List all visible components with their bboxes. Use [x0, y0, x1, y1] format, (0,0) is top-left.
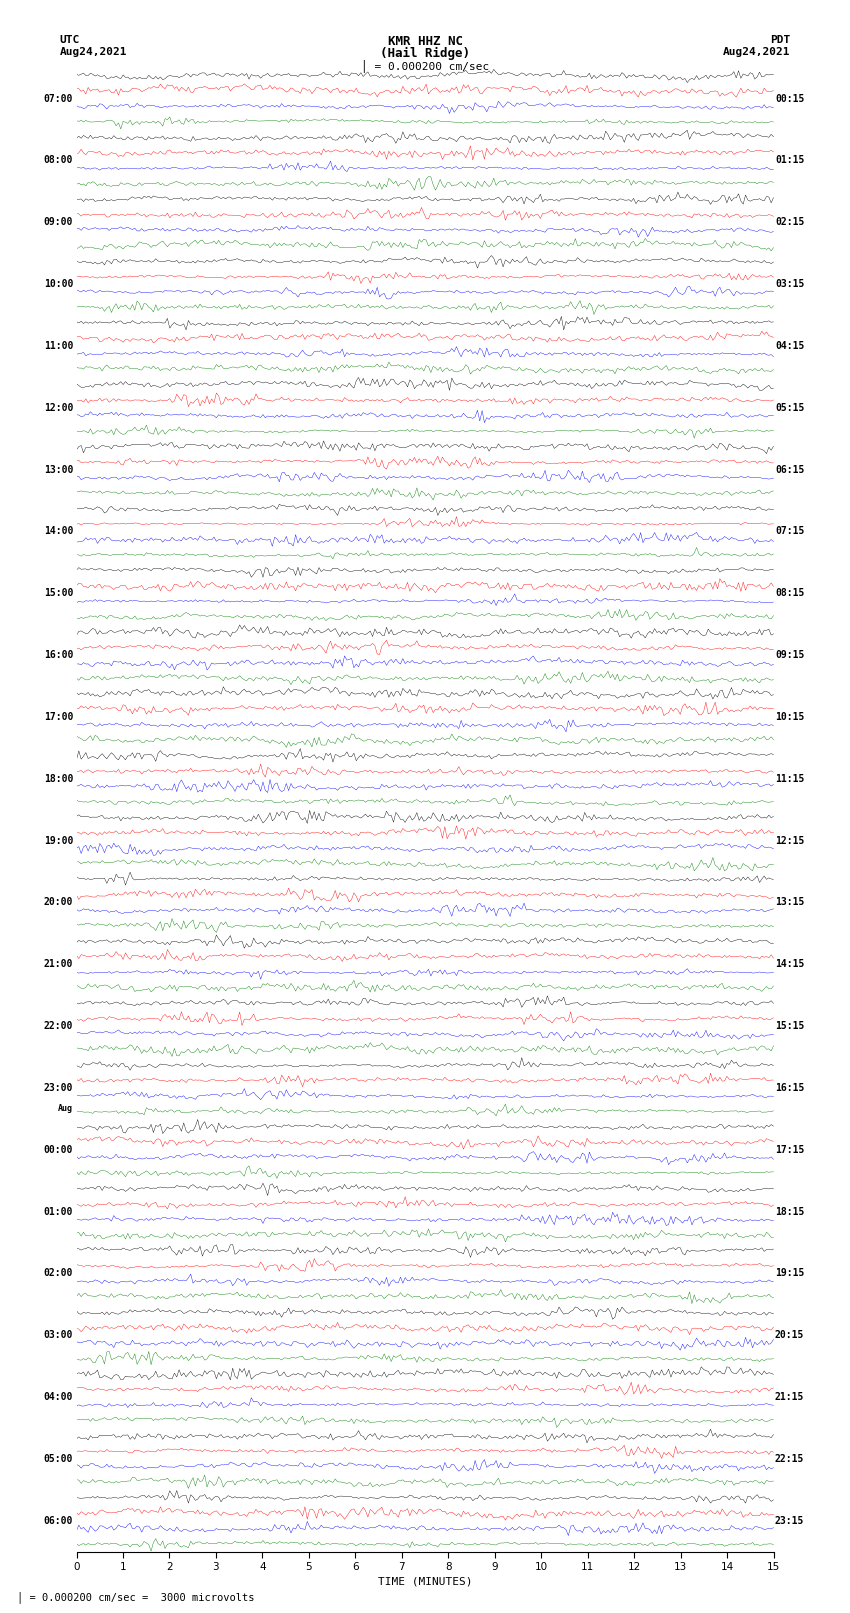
Text: 04:15: 04:15	[775, 340, 804, 352]
Text: │ = 0.000200 cm/sec: │ = 0.000200 cm/sec	[361, 60, 489, 73]
Text: 23:00: 23:00	[43, 1082, 73, 1094]
X-axis label: TIME (MINUTES): TIME (MINUTES)	[377, 1576, 473, 1586]
Text: 21:00: 21:00	[43, 960, 73, 969]
Text: KMR HHZ NC: KMR HHZ NC	[388, 35, 462, 48]
Text: 09:15: 09:15	[775, 650, 804, 660]
Text: 05:15: 05:15	[775, 403, 804, 413]
Text: 19:15: 19:15	[775, 1268, 804, 1279]
Text: 02:00: 02:00	[43, 1268, 73, 1279]
Text: 22:00: 22:00	[43, 1021, 73, 1031]
Text: 18:15: 18:15	[775, 1207, 804, 1216]
Text: 22:15: 22:15	[775, 1453, 804, 1465]
Text: 14:15: 14:15	[775, 960, 804, 969]
Text: UTC: UTC	[60, 35, 80, 45]
Text: 05:00: 05:00	[43, 1453, 73, 1465]
Text: 10:00: 10:00	[43, 279, 73, 289]
Text: 15:00: 15:00	[43, 589, 73, 598]
Text: 16:00: 16:00	[43, 650, 73, 660]
Text: PDT: PDT	[770, 35, 790, 45]
Text: 15:15: 15:15	[775, 1021, 804, 1031]
Text: Aug: Aug	[58, 1103, 73, 1113]
Text: 03:00: 03:00	[43, 1331, 73, 1340]
Text: 10:15: 10:15	[775, 711, 804, 723]
Text: 20:00: 20:00	[43, 897, 73, 908]
Text: 02:15: 02:15	[775, 218, 804, 227]
Text: 08:15: 08:15	[775, 589, 804, 598]
Text: 06:00: 06:00	[43, 1516, 73, 1526]
Text: 13:15: 13:15	[775, 897, 804, 908]
Text: │ = 0.000200 cm/sec =  3000 microvolts: │ = 0.000200 cm/sec = 3000 microvolts	[17, 1592, 254, 1603]
Text: 16:15: 16:15	[775, 1082, 804, 1094]
Text: 14:00: 14:00	[43, 526, 73, 537]
Text: 07:15: 07:15	[775, 526, 804, 537]
Text: 00:00: 00:00	[43, 1145, 73, 1155]
Text: 06:15: 06:15	[775, 465, 804, 474]
Text: 17:15: 17:15	[775, 1145, 804, 1155]
Text: 11:15: 11:15	[775, 774, 804, 784]
Text: 01:00: 01:00	[43, 1207, 73, 1216]
Text: 18:00: 18:00	[43, 774, 73, 784]
Text: Aug24,2021: Aug24,2021	[723, 47, 791, 56]
Text: 07:00: 07:00	[43, 94, 73, 103]
Text: 01:15: 01:15	[775, 155, 804, 166]
Text: Aug24,2021: Aug24,2021	[60, 47, 127, 56]
Text: 03:15: 03:15	[775, 279, 804, 289]
Text: 17:00: 17:00	[43, 711, 73, 723]
Text: 20:15: 20:15	[775, 1331, 804, 1340]
Text: 09:00: 09:00	[43, 218, 73, 227]
Text: 00:15: 00:15	[775, 94, 804, 103]
Text: 12:15: 12:15	[775, 836, 804, 845]
Text: 12:00: 12:00	[43, 403, 73, 413]
Text: 21:15: 21:15	[775, 1392, 804, 1402]
Text: 08:00: 08:00	[43, 155, 73, 166]
Text: 11:00: 11:00	[43, 340, 73, 352]
Text: 23:15: 23:15	[775, 1516, 804, 1526]
Text: (Hail Ridge): (Hail Ridge)	[380, 47, 470, 60]
Text: 04:00: 04:00	[43, 1392, 73, 1402]
Text: 19:00: 19:00	[43, 836, 73, 845]
Text: 13:00: 13:00	[43, 465, 73, 474]
